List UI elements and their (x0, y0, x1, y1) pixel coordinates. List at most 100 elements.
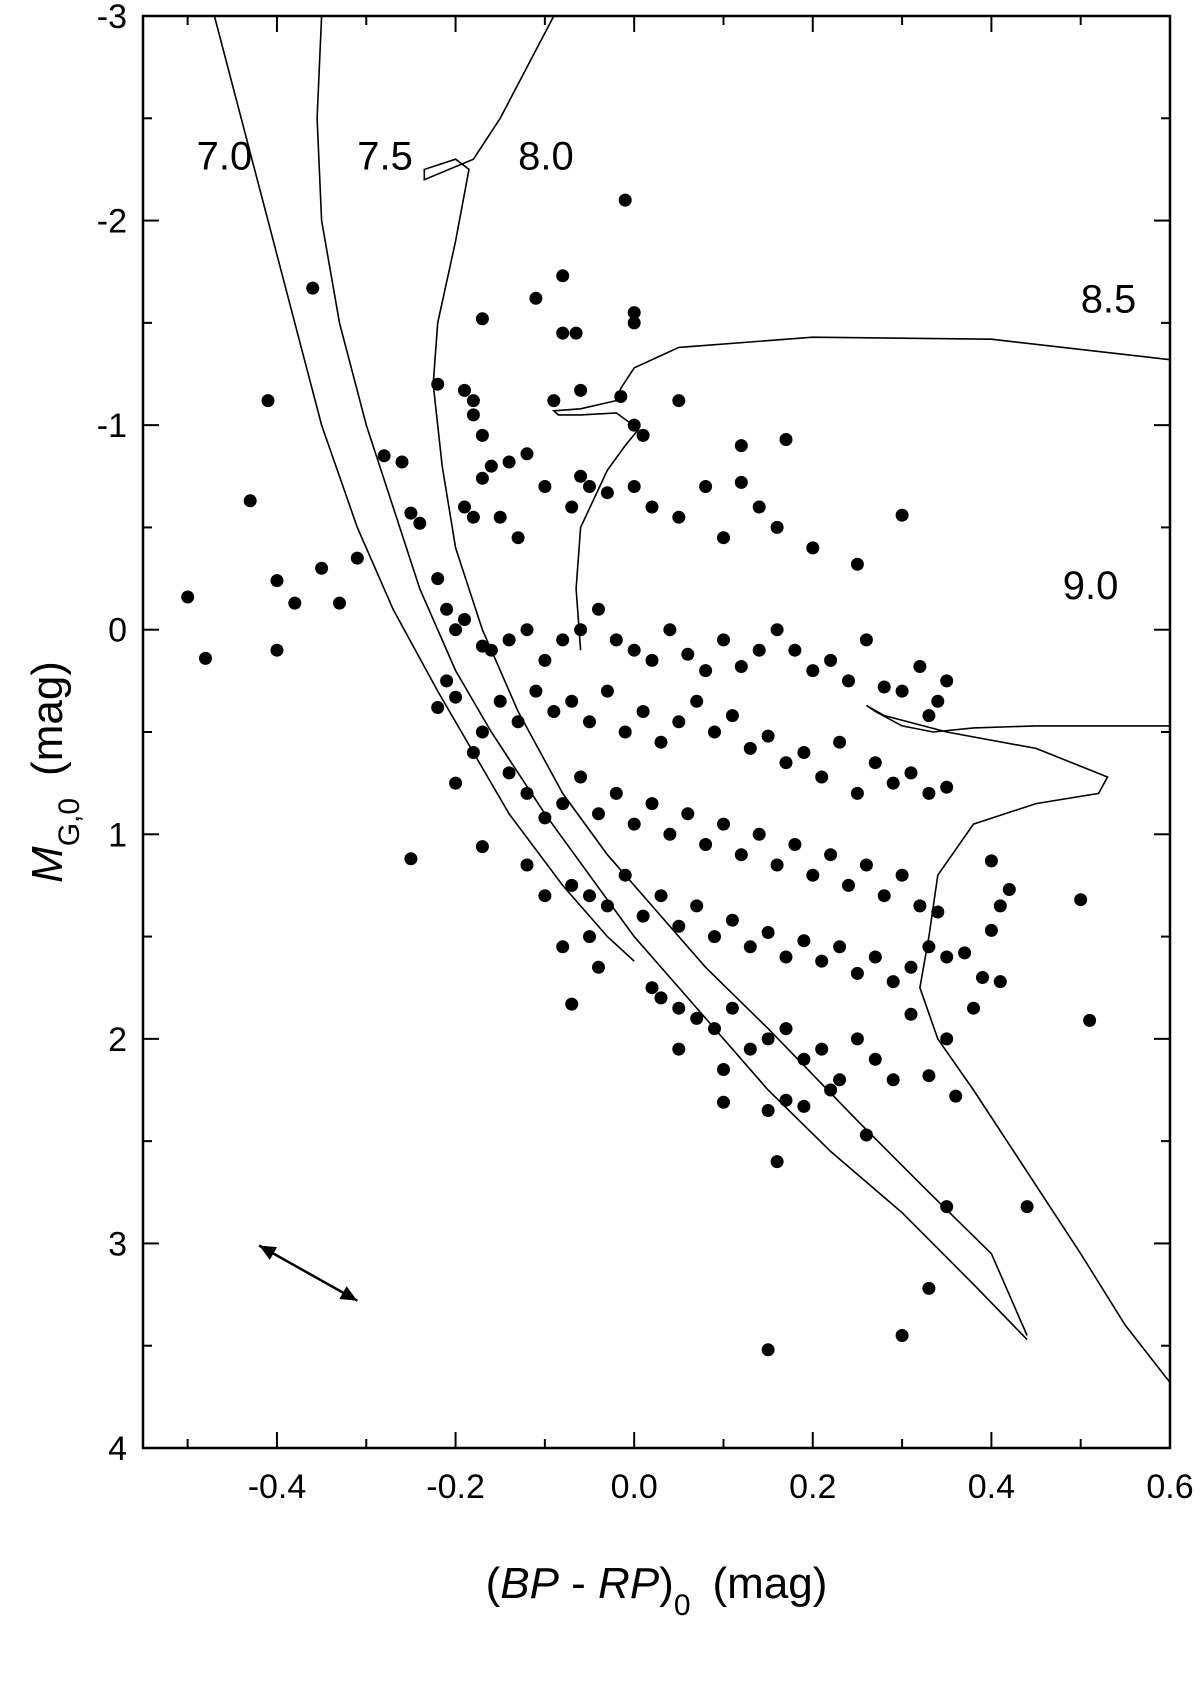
data-point (306, 281, 320, 295)
data-point (886, 1073, 900, 1087)
data-point (940, 950, 954, 964)
data-point (842, 674, 855, 688)
data-point (466, 394, 480, 408)
isochrone-label: 7.5 (357, 134, 413, 178)
data-point (940, 1200, 954, 1214)
data-point (199, 651, 212, 665)
data-point (493, 694, 507, 708)
data-point (565, 500, 579, 514)
data-point (556, 633, 570, 647)
x-tick-label: 0.4 (968, 1468, 1015, 1506)
y-tick-label: -2 (97, 203, 127, 241)
data-point (922, 1069, 936, 1083)
data-point (440, 674, 454, 688)
data-point (886, 975, 900, 989)
data-point (797, 934, 811, 948)
data-point (708, 930, 721, 944)
data-point (779, 1022, 793, 1036)
data-point (440, 602, 454, 616)
data-point (592, 602, 605, 616)
data-point (181, 590, 195, 604)
data-point (788, 838, 802, 851)
data-point (538, 653, 552, 667)
data-point (681, 647, 695, 661)
data-point (520, 623, 534, 637)
data-point (895, 1329, 909, 1342)
data-point (931, 905, 945, 919)
data-point (663, 623, 677, 637)
data-point (752, 827, 766, 841)
data-point (431, 377, 445, 391)
data-point (529, 291, 543, 305)
data-point (431, 572, 445, 586)
data-point (569, 326, 583, 340)
data-point (761, 729, 775, 743)
data-point (270, 643, 284, 657)
y-tick-label: 1 (108, 816, 127, 854)
data-point (859, 858, 873, 872)
data-point (690, 1011, 704, 1025)
data-point (913, 660, 927, 673)
data-point (868, 950, 882, 964)
data-point (886, 776, 900, 790)
data-point (699, 480, 713, 493)
data-point (815, 954, 829, 968)
data-point (904, 960, 918, 974)
data-point (288, 596, 302, 610)
data-point (949, 1089, 963, 1103)
data-point (922, 1281, 936, 1295)
x-tick-label: -0.4 (248, 1468, 307, 1506)
data-point (743, 1042, 757, 1056)
data-point (770, 520, 784, 534)
y-tick-label: 0 (108, 612, 127, 650)
data-point (895, 868, 909, 882)
data-point (583, 480, 596, 493)
data-point (770, 1155, 784, 1169)
data-point (431, 701, 445, 714)
data-point (449, 776, 463, 790)
data-point (761, 1032, 775, 1046)
data-point (565, 997, 579, 1011)
data-point (458, 383, 471, 397)
data-point (574, 623, 588, 637)
data-point (922, 940, 936, 954)
data-point (458, 613, 471, 626)
data-point (779, 433, 793, 446)
isochrone-7.5 (316, 16, 1028, 1341)
data-point (699, 838, 713, 851)
data-point (484, 459, 498, 473)
data-point (520, 786, 534, 800)
x-tick-label: 0.2 (789, 1468, 836, 1506)
data-point (609, 786, 623, 800)
data-point (654, 735, 668, 749)
data-point (717, 531, 730, 545)
data-point (466, 408, 480, 422)
data-point (592, 807, 605, 821)
data-point (922, 709, 936, 723)
data-point (493, 510, 507, 524)
reddening-vector-head-end (339, 1286, 358, 1301)
data-point (475, 312, 489, 326)
data-point (1074, 893, 1088, 907)
data-point (395, 455, 409, 469)
data-point (859, 633, 873, 647)
data-point (547, 705, 561, 718)
reddening-vector-head-start (259, 1245, 278, 1260)
data-point (475, 471, 489, 485)
data-point (993, 899, 1007, 913)
y-tick-label: 2 (108, 1021, 127, 1059)
data-point (859, 1128, 873, 1142)
data-point (850, 786, 864, 800)
data-point (940, 674, 954, 688)
isochrone-8.0 (423, 16, 1028, 1336)
isochrone-label: 9.0 (1063, 564, 1119, 608)
data-point (690, 899, 704, 913)
data-point (520, 447, 534, 461)
data-point (538, 889, 552, 903)
data-point (413, 516, 427, 530)
data-point (1002, 883, 1016, 896)
data-point (502, 633, 516, 647)
data-point (600, 899, 614, 913)
data-point (565, 694, 579, 708)
